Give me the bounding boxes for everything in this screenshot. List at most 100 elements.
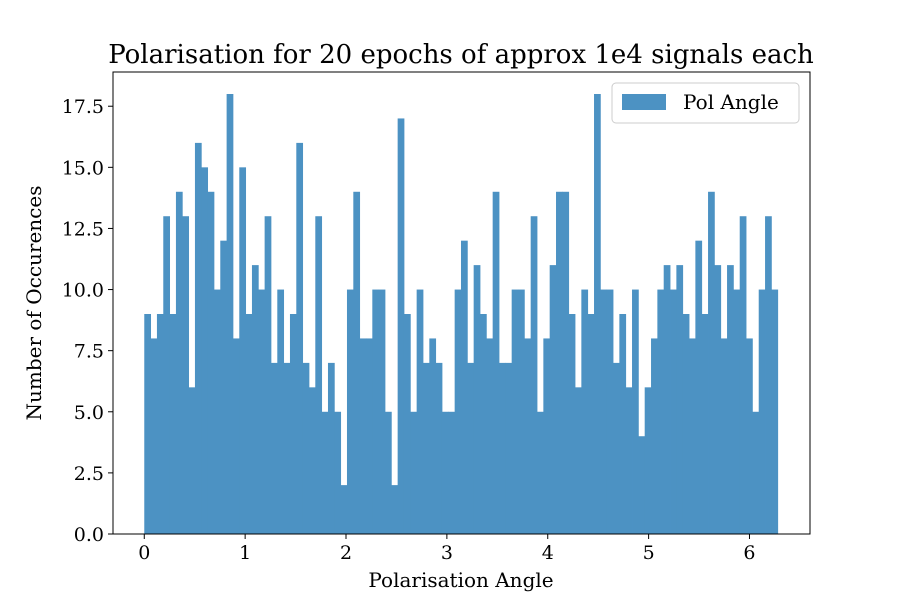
histogram-bar — [169, 314, 177, 534]
histogram-bar — [188, 387, 196, 534]
x-tick-label: 5 — [643, 542, 655, 564]
y-axis-label: Number of Occurences — [22, 186, 46, 421]
histogram-bar — [486, 338, 494, 534]
histogram-bar — [226, 94, 234, 534]
histogram-bar — [353, 191, 361, 534]
histogram-bar — [334, 411, 342, 534]
y-tick-label: 15.0 — [62, 157, 104, 179]
histogram-bar — [416, 289, 424, 534]
histogram-bar — [213, 289, 221, 534]
histogram-bar — [499, 362, 506, 534]
histogram-bar — [505, 362, 513, 534]
y-tick-label: 17.5 — [62, 96, 104, 118]
histogram-bar — [619, 314, 627, 534]
histogram-bar — [359, 338, 367, 534]
histogram-bar — [537, 411, 544, 534]
histogram-bar — [378, 289, 386, 534]
x-tick-label: 1 — [239, 542, 251, 564]
histogram-bar — [752, 411, 760, 534]
histogram-bar — [701, 314, 709, 534]
histogram-bar — [403, 314, 411, 534]
histogram-bar — [144, 314, 152, 534]
histogram-bar — [556, 191, 563, 534]
x-tick-label: 3 — [441, 542, 453, 564]
histogram-bar — [613, 362, 620, 534]
histogram-bar — [587, 314, 595, 534]
histogram-bar — [429, 338, 437, 534]
histogram-bar — [441, 411, 449, 534]
histogram-bar — [530, 216, 538, 534]
histogram-bar — [251, 265, 259, 534]
histogram-bar — [467, 362, 475, 534]
histogram-bar — [435, 362, 443, 534]
histogram-bar — [625, 387, 633, 534]
histogram-bar — [638, 436, 646, 534]
histogram-bar — [283, 362, 291, 534]
histogram-bar — [682, 314, 690, 534]
histogram-bar — [220, 240, 228, 534]
histogram-bar — [302, 362, 310, 534]
histogram-bar — [365, 338, 373, 534]
histogram-bar — [150, 338, 158, 534]
histogram-bar — [182, 216, 190, 534]
histogram-bar — [632, 289, 639, 534]
histogram-bar — [308, 387, 316, 534]
plot-frame — [112, 71, 811, 535]
y-tick-label: 10.0 — [62, 280, 104, 302]
histogram-bar — [372, 289, 380, 534]
legend-box — [611, 82, 800, 124]
y-tick-label: 12.5 — [62, 218, 104, 240]
histogram-bar — [479, 314, 487, 534]
histogram-bar — [714, 265, 722, 534]
histogram-bar — [720, 338, 728, 534]
histogram-bar — [543, 338, 551, 534]
y-tick-label: 5.0 — [74, 402, 104, 424]
histogram-bar — [695, 240, 703, 534]
histogram-bar — [473, 265, 481, 534]
histogram-bar — [422, 362, 430, 534]
histogram-bar — [492, 191, 500, 534]
histogram-bar — [575, 387, 582, 534]
bars-group — [144, 94, 779, 535]
histogram-bar — [321, 411, 329, 534]
histogram-bar — [670, 289, 677, 534]
y-tick-label: 2.5 — [74, 463, 104, 485]
histogram-bar — [739, 216, 747, 534]
histogram-bar — [163, 216, 171, 534]
histogram-bar — [771, 289, 779, 534]
histogram-bar — [239, 167, 247, 535]
legend-swatch — [622, 94, 666, 110]
histogram-bar — [384, 411, 392, 534]
y-axis-ticks: 0.0 2.5 5.0 7.5 10.0 12.5 15.0 17.5 — [62, 96, 113, 546]
histogram-bar — [518, 289, 525, 534]
histogram-bar — [346, 289, 354, 534]
histogram-bar — [746, 338, 753, 534]
y-tick-label: 7.5 — [74, 341, 104, 363]
histogram-bar — [448, 411, 456, 534]
histogram-bar — [765, 216, 772, 534]
histogram-bar — [277, 289, 285, 534]
legend-label: Pol Angle — [683, 90, 779, 114]
histogram-bar — [549, 265, 557, 534]
histogram-bar — [207, 191, 215, 534]
histogram-bar — [562, 191, 570, 534]
histogram-bar — [410, 411, 418, 534]
histogram-bar — [270, 362, 278, 534]
x-axis-label: Polarisation Angle — [368, 568, 553, 592]
histogram-bar — [460, 240, 468, 534]
histogram-bar — [175, 191, 183, 534]
histogram-bar — [289, 314, 297, 534]
x-tick-label: 6 — [743, 542, 755, 564]
histogram-bar — [315, 216, 323, 534]
histogram-bar — [600, 289, 608, 534]
chart-title: Polarisation for 20 epochs of approx 1e4… — [108, 40, 814, 70]
histogram-bar — [708, 191, 715, 534]
histogram-bar — [676, 265, 684, 534]
histogram-bar — [663, 265, 671, 534]
histogram-bar — [644, 387, 652, 534]
x-axis-ticks: 0 1 2 3 4 5 6 — [138, 534, 756, 564]
histogram-bar — [568, 314, 576, 534]
histogram-bar — [594, 94, 601, 534]
histogram-bar — [733, 289, 741, 534]
